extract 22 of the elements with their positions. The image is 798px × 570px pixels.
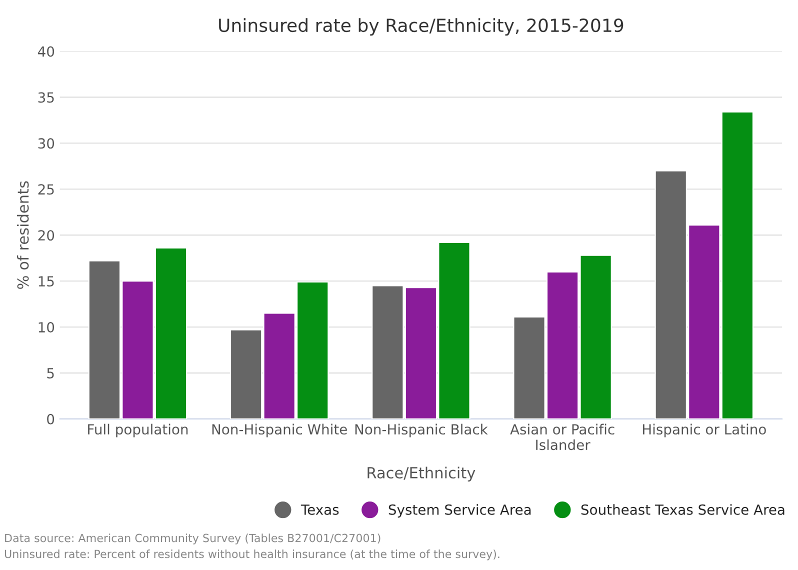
- y-tick-label: 5: [47, 368, 54, 378]
- x-tick-label: Full population: [88, 424, 188, 438]
- y-tick-label: 40: [38, 46, 54, 57]
- source-note: Data source: American Community Survey (Tables B27001/C27001): [5, 534, 380, 544]
- y-tick-label: 15: [38, 276, 54, 287]
- legend-label: System Service Area: [388, 504, 531, 518]
- y-tick-label: 25: [38, 184, 54, 195]
- x-tick-label: Non-Hispanic Black: [355, 424, 488, 438]
- y-tick-label: 20: [38, 230, 54, 241]
- y-tick-label: 35: [38, 92, 54, 103]
- x-tick-label: Asian or Pacific Islander: [510, 424, 614, 450]
- y-tick-label: 0: [47, 414, 54, 424]
- y-tick-label: 10: [38, 322, 54, 333]
- chart-title: Uninsured rate by Race/Ethnicity, 2015-2019: [219, 18, 624, 36]
- y-tick-label: 30: [38, 138, 54, 149]
- x-tick-label: Non-Hispanic White: [212, 424, 347, 438]
- legend-label: Southeast Texas Service Area: [581, 504, 784, 515]
- y-axis-title: % of residents: [16, 181, 29, 289]
- legend-label: Texas: [300, 504, 339, 515]
- x-axis-title: Race/Ethnicity: [368, 466, 476, 482]
- x-tick-label: Hispanic or Latino: [642, 424, 766, 438]
- text: Uninsured rate: Percent of residents without health insurance (at the time of the survey).: [4, 550, 500, 560]
